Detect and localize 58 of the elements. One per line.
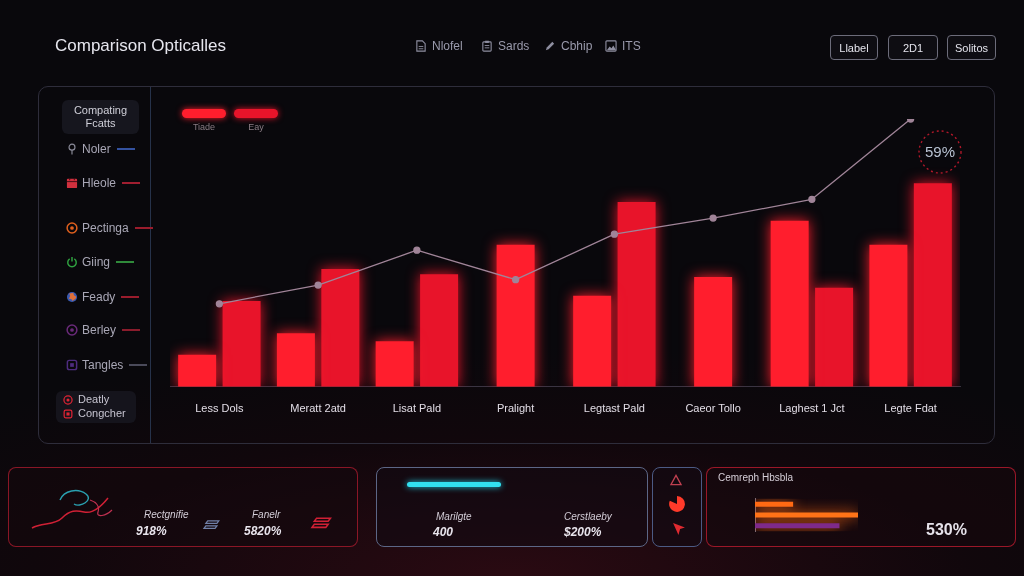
chart-title: Cemreph Hbsbla	[718, 472, 794, 483]
chart-title: Comparison Opticalles	[55, 36, 227, 56]
x-tick-label: Less Dols	[195, 402, 245, 415]
text: Rectgnifie	[144, 509, 189, 520]
text: Noler	[82, 142, 111, 156]
text: Pectinga	[82, 221, 129, 235]
text: 918%	[136, 524, 167, 538]
x-tick-label: Meratt 2atd	[290, 402, 346, 415]
text: $200%	[564, 525, 602, 539]
x-tick-label: Pralight	[496, 402, 535, 415]
x-tick-label: Legte Fdat	[884, 402, 937, 415]
x-tick-label: Caeor Tollo	[685, 402, 741, 415]
text: 400	[433, 525, 454, 539]
x-tick-label: Laghest 1 Jct	[779, 402, 845, 415]
text: 530%	[926, 521, 967, 539]
bar	[178, 354, 217, 387]
menu-card: Compating Fcatts	[62, 100, 139, 134]
annotation: 59%	[924, 143, 956, 160]
bar	[420, 274, 459, 387]
text: Tangles	[82, 358, 124, 372]
text: Feady	[82, 290, 116, 304]
text: Berley	[82, 323, 117, 337]
button[interactable]: Llabel	[830, 35, 878, 60]
bar	[617, 202, 656, 387]
text: Sards	[498, 39, 530, 53]
bar	[573, 295, 612, 387]
x-tick-label: Legtast Pald	[583, 402, 645, 415]
text: Cbhip	[561, 39, 593, 53]
point	[215, 300, 224, 308]
point	[511, 276, 520, 284]
x-tick-label: Lisat Pald	[392, 402, 442, 415]
point	[808, 195, 816, 203]
text: Marilgte	[436, 511, 472, 522]
point	[413, 246, 421, 254]
bar	[375, 341, 414, 387]
text: Fanelr	[252, 509, 281, 520]
legend-label: Tiade	[192, 122, 216, 132]
text: Hleole	[82, 176, 117, 190]
text: ITS	[622, 39, 641, 53]
point	[314, 281, 322, 289]
button[interactable]: 2D1	[888, 35, 938, 60]
text: Cerstlaeby	[564, 511, 612, 522]
bar	[321, 268, 360, 387]
bar	[770, 220, 809, 387]
text: Deatly	[78, 393, 110, 405]
text: Congcher	[78, 407, 126, 419]
bar	[815, 287, 854, 387]
bar	[276, 333, 315, 387]
text: Nlofel	[432, 39, 463, 53]
point	[709, 214, 717, 222]
bar	[869, 244, 908, 387]
text: Giing	[82, 255, 111, 269]
button[interactable]: Solitos	[947, 35, 996, 60]
bar	[913, 183, 952, 387]
point	[610, 230, 619, 238]
bar	[222, 301, 261, 387]
text: 5820%	[244, 524, 282, 538]
legend-label: Eay	[248, 122, 264, 132]
